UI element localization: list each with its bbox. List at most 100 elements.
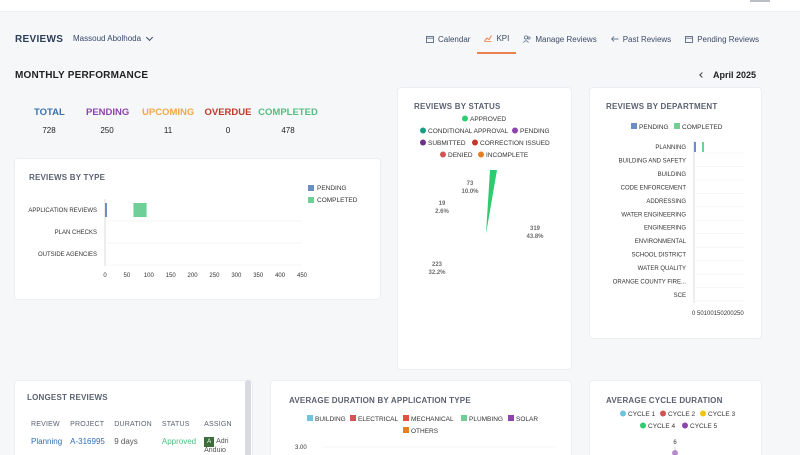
legend-dot: [682, 422, 688, 429]
legend-label: BUILDING: [315, 416, 346, 423]
page-title: REVIEWS: [15, 34, 64, 45]
tab-calendar-label: Calendar: [437, 34, 471, 44]
legend-swatch-pending: [631, 123, 637, 129]
category-label: OUTSIDE AGENCIES: [38, 252, 97, 258]
legend-label: SUBMITTED: [428, 140, 466, 147]
tab-pending-reviews[interactable]: Pending Reviews: [678, 24, 766, 54]
month-selector: April 2025: [699, 70, 756, 80]
calendar-icon: [685, 36, 694, 43]
legend-label: CYCLE 5: [690, 423, 717, 430]
average-cycle-chart: CYCLE 1 CYCLE 2 CYCLE 3 CYCLE 4 CYCLE 5 6: [620, 410, 735, 455]
project-link[interactable]: A-316995: [70, 437, 105, 446]
bar-completed: [133, 203, 147, 217]
duration-cell: 9 days: [114, 437, 138, 446]
legend-dot: [620, 410, 626, 417]
review-cell[interactable]: Planning: [31, 437, 63, 446]
x-tick-labels: 0 50100150200250: [692, 311, 744, 317]
legend-label: CORRECTION ISSUED: [480, 140, 550, 147]
legend-dot: [512, 127, 518, 134]
legend-label: CYCLE 2: [668, 411, 695, 418]
column-header[interactable]: STATUS: [161, 420, 190, 428]
user-select[interactable]: Massoud Abolhoda: [73, 33, 154, 43]
reviews-by-status-title: REVIEWS BY STATUS: [414, 102, 501, 111]
legend-label: INCOMPLETE: [486, 152, 529, 159]
stat-upcoming-value: 11: [163, 126, 173, 135]
x-tick-label: 350: [253, 273, 264, 279]
legend-swatch-completed: [674, 123, 680, 129]
x-tick-label: 250: [209, 273, 220, 279]
kpi-chart-icon: [484, 35, 493, 42]
column-header[interactable]: REVIEW: [31, 420, 60, 428]
pie-value-label: 223: [432, 262, 443, 268]
legend-label: COMPLETED: [317, 197, 358, 204]
average-cycle-title: AVERAGE CYCLE DURATION: [606, 396, 723, 405]
legend-label: APPROVED: [470, 116, 506, 123]
legend-dot: [420, 127, 426, 134]
x-tick-label: 0: [103, 273, 107, 279]
category-label: CODE ENFORCEMENT: [621, 185, 687, 191]
legend-label: CYCLE 3: [708, 411, 735, 418]
legend-swatch: [403, 415, 409, 421]
legend-swatch: [508, 415, 514, 421]
user-name: Massoud Abolhoda: [73, 34, 142, 43]
pie-value-label: 19: [439, 201, 446, 207]
tab-calendar[interactable]: Calendar: [419, 24, 477, 54]
table-row[interactable]: Planning A-316995 9 days Approved A Adri …: [31, 431, 252, 454]
average-cycle-card: AVERAGE CYCLE DURATION CYCLE 1 CYCLE 2 CYC…: [589, 380, 762, 455]
legend-dot: [640, 422, 646, 429]
scrollbar[interactable]: [245, 380, 251, 455]
legend-dot: [660, 410, 666, 417]
column-header[interactable]: DURATION: [114, 420, 152, 428]
tab-kpi-label: KPI: [496, 33, 510, 43]
stat-pending-label: PENDING: [86, 107, 130, 118]
category-label: SCHOOL DISTRICT: [632, 253, 687, 259]
category-label: ENVIRONMENTAL: [635, 239, 687, 245]
x-tick-label: 200: [188, 273, 199, 279]
category-label: PLANNING: [655, 145, 686, 151]
stat-total-label: TOTAL: [34, 107, 65, 118]
column-header[interactable]: PROJECT: [70, 420, 105, 428]
assignee-cell: A Adri Anduio: [204, 431, 252, 454]
average-duration-title: AVERAGE DURATION BY APPLICATION TYPE: [289, 396, 471, 405]
legend-label: COMPLETED: [682, 124, 723, 131]
reviews-by-type-title: REVIEWS BY TYPE: [29, 173, 106, 182]
x-tick-label: 150: [166, 273, 177, 279]
average-duration-card: AVERAGE DURATION BY APPLICATION TYPE BUI…: [270, 380, 572, 455]
category-label: PLAN CHECKS: [55, 230, 97, 236]
category-label: ORANGE COUNTY FIRE...: [613, 280, 687, 286]
stat-overdue-label: OVERDUE: [204, 107, 252, 118]
legend-label: CYCLE 4: [648, 423, 675, 430]
previous-month-icon[interactable]: [699, 72, 705, 78]
tab-kpi[interactable]: KPI: [477, 24, 517, 54]
tab-manage-reviews[interactable]: Manage Reviews: [516, 24, 603, 54]
x-tick-label: 300: [231, 273, 242, 279]
users-icon: [523, 35, 531, 43]
back-arrow-icon: [610, 36, 619, 42]
legend-dot: [440, 151, 446, 158]
category-label: WATER QUALITY: [638, 266, 686, 272]
bar-pending: [105, 203, 107, 217]
chevron-down-icon: [146, 33, 154, 41]
legend-swatch-completed: [308, 197, 314, 203]
tab-pending-reviews-label: Pending Reviews: [697, 34, 759, 44]
column-header[interactable]: ASSIGN: [204, 420, 232, 428]
longest-reviews-table: REVIEW PROJECT DURATION STATUS ASSIGN Pl…: [31, 417, 252, 455]
assignee-name: Adri Anduio: [204, 438, 229, 454]
legend-label: MECHANICAL: [411, 416, 454, 423]
category-label: APPLICATION REVIEWS: [28, 208, 97, 214]
legend-dot: [700, 410, 706, 417]
pie-value-label: 319: [530, 226, 541, 232]
legend-label: SOLAR: [516, 416, 538, 423]
legend-swatch: [350, 415, 356, 421]
stat-overdue-value: 0: [225, 126, 231, 135]
pie-percent-label: 2.6%: [435, 209, 449, 215]
stat-completed-value: 478: [281, 126, 295, 135]
tab-past-reviews[interactable]: Past Reviews: [604, 24, 678, 54]
stat-overdue: OVERDUE 0: [204, 107, 252, 135]
legend-label: OTHERS: [411, 428, 439, 435]
y-tick-label: 3.00: [295, 445, 307, 451]
top-bar-indicator: [750, 0, 770, 2]
status-cell: Approved: [161, 437, 197, 446]
tab-bar: Calendar KPI Manage Reviews Past Reviews…: [419, 24, 766, 54]
pie-percent-label: 43.8%: [526, 234, 544, 240]
